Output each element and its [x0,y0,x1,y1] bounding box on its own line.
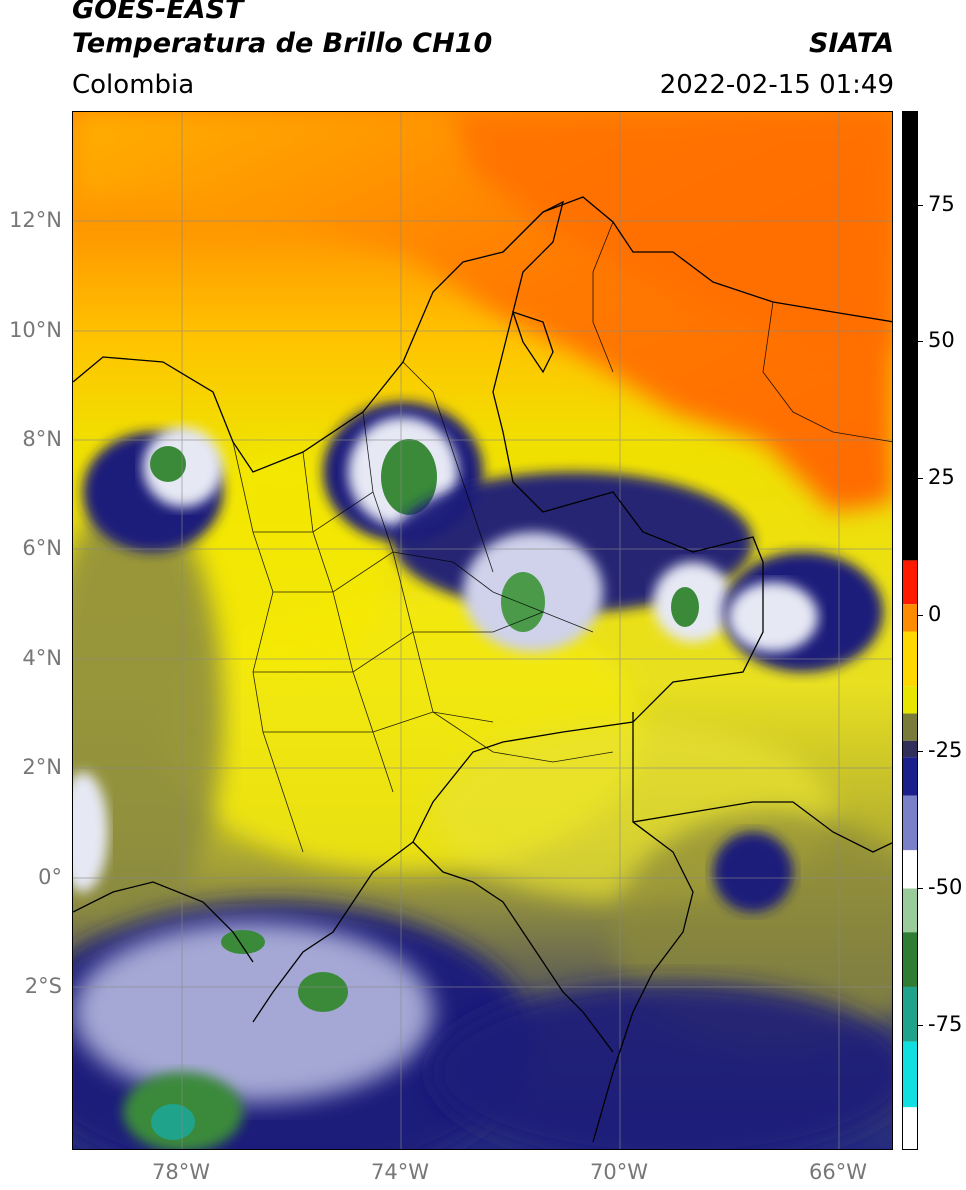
lat-label-0: 0° [38,865,62,889]
east-navy [713,832,793,912]
colorbar-segment [903,986,917,1042]
south-border [632,801,892,853]
colorbar-canvas [903,112,917,1149]
colorbar-tick-50 [918,341,923,342]
lat-label-10n: 10°N [9,318,62,342]
warm-core [453,112,892,352]
storm-core [381,439,437,515]
colombia-border [73,200,764,1023]
venezuela-state-line [762,301,892,443]
colorbar-label-25: 25 [928,465,955,489]
satellite-title: GOES-EAST [72,0,244,25]
colorbar-segment [903,112,917,561]
west-white [73,772,108,892]
south-core [221,930,265,954]
colorbar-segment [903,560,917,605]
lon-label-70w: 70°W [590,1160,648,1184]
lat-label-6n: 6°N [22,536,62,560]
dept-line [452,561,594,633]
product-title: Temperatura de Brillo CH10 [72,28,493,59]
south-white [73,922,433,1102]
department-borders [232,221,892,853]
lon-label-78w: 78°W [152,1160,210,1184]
colorbar [902,111,918,1150]
peru-border [412,841,614,1053]
colorbar-segment [903,686,917,714]
colorbar-segment [903,604,917,632]
colorbar-segment [903,795,917,851]
south-core [298,972,348,1012]
south-core-cold [151,1104,195,1140]
colorbar-tick-m75 [918,1025,923,1026]
colorbar-tick-25 [918,478,923,479]
olive-west [73,492,223,932]
colorbar-segment [903,757,917,796]
lat-label-4n: 4°N [22,646,62,670]
venezuela-coast [502,196,892,323]
storm-white [728,582,818,652]
colorbar-tick-m50 [918,888,923,889]
colorbar-tick-m25 [918,751,923,752]
dept-line [253,611,544,673]
agency-label: SIATA [808,28,894,59]
brazil-border [592,712,694,1143]
colorbar-label-m50: -50 [928,875,963,899]
lon-label-66w: 66°W [809,1160,867,1184]
colorbar-segment [903,932,917,987]
dept-line [263,711,494,733]
storm-core [671,587,699,627]
colorbar-segment [903,850,917,889]
colorbar-label-m75: -75 [928,1012,963,1036]
region-label: Colombia [72,70,195,100]
satellite-map [72,111,893,1150]
dept-line [273,551,454,593]
colorbar-label-0: 0 [928,602,942,626]
lat-label-2s: 2°S [24,974,62,998]
lat-label-12n: 12°N [9,208,62,232]
storm-core [501,572,545,632]
lat-label-8n: 8°N [22,427,62,451]
lat-label-2n: 2°N [22,755,62,779]
map-canvas [73,112,892,1149]
colorbar-tick-75 [918,205,923,206]
ecuador-border [73,881,254,963]
venezuela-state-line [592,221,614,373]
colorbar-label-m25: -25 [928,738,963,762]
colorbar-segment [903,1041,917,1108]
colorbar-label-75: 75 [928,192,955,216]
south-east-navy [433,982,892,1149]
dept-line [253,491,374,533]
colorbar-segment [903,888,917,933]
colorbar-label-50: 50 [928,328,955,352]
colorbar-segment [903,1107,917,1149]
lake-maracaibo [511,310,554,374]
lon-label-74w: 74°W [371,1160,429,1184]
colorbar-tick-0 [918,615,923,616]
dept-line [302,451,394,793]
storm-core [150,446,186,482]
colorbar-segment [903,631,917,687]
dept-line [432,711,614,763]
colorbar-segment [903,740,917,758]
dept-line [402,361,494,573]
borders [73,196,892,1143]
datetime-label: 2022-02-15 01:49 [659,70,894,100]
colorbar-segment [903,713,917,741]
